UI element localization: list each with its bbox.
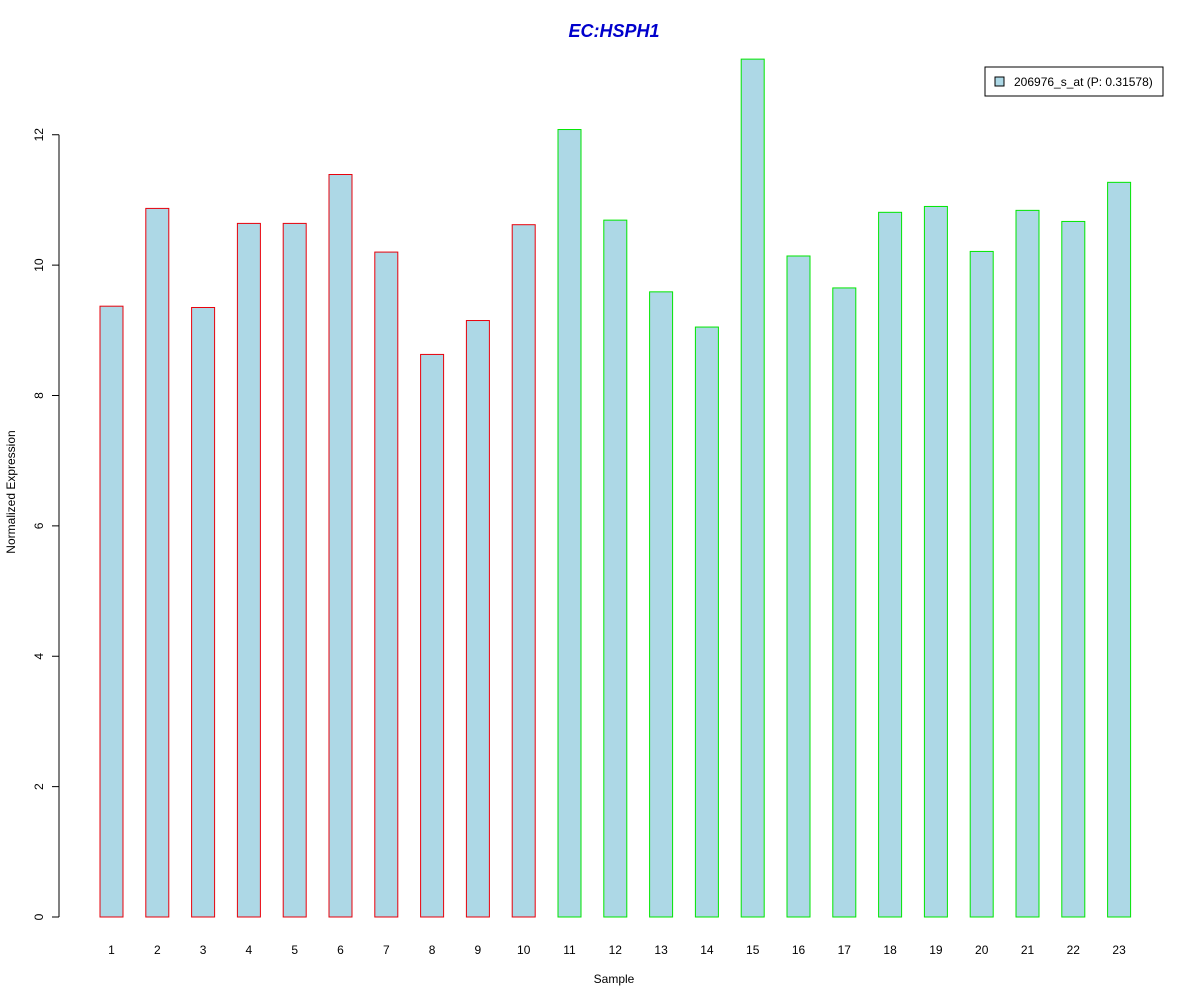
x-tick-label: 19 [929,943,943,957]
x-tick-label: 8 [429,943,436,957]
legend-box [984,66,1164,97]
x-tick-label: 11 [563,943,576,957]
y-tick-label: 10 [32,258,46,272]
x-tick-label: 21 [1021,943,1035,957]
x-tick-label: 22 [1067,943,1081,957]
y-tick-label: 0 [32,913,46,920]
bar-sample-15 [740,58,765,918]
chart-title: EC:HSPH1 [568,21,659,41]
bars [99,58,1132,918]
x-tick-label: 9 [475,943,482,957]
bar-sample-12 [603,219,628,918]
bar-sample-20 [969,250,994,918]
x-tick-label: 12 [609,943,623,957]
x-tick-label: 16 [792,943,806,957]
legend: 206976_s_at (P: 0.31578) [984,66,1164,97]
x-tick-label: 15 [746,943,760,957]
x-tick-label: 2 [154,943,161,957]
bar-sample-13 [649,291,674,918]
x-tick-label: 6 [337,943,344,957]
bar-sample-23 [1107,181,1132,918]
bar-sample-14 [694,326,719,918]
bar-sample-1 [99,305,124,918]
bar-sample-7 [374,251,399,918]
x-tick-label: 7 [383,943,390,957]
y-axis: 0 2 4 6 8 10 12 [32,128,60,920]
legend-swatch [994,76,1005,87]
x-tick-label: 23 [1112,943,1126,957]
x-tick-label: 13 [654,943,668,957]
bar-sample-5 [282,222,307,918]
bar-sample-2 [145,207,170,918]
x-tick-label: 10 [517,943,531,957]
bar-sample-11 [557,129,582,918]
bar-sample-3 [191,306,216,918]
bar-sample-22 [1061,220,1086,918]
x-tick-label: 1 [108,943,115,957]
y-tick-label: 4 [32,653,46,660]
bar-sample-8 [420,353,445,918]
y-tick-label: 6 [32,522,46,529]
bar-sample-4 [236,222,261,918]
x-tick-label: 4 [246,943,253,957]
y-tick-label: 8 [32,392,46,399]
x-tick-labels: 1 2 3 4 5 6 7 8 9 10 11 12 13 14 15 16 17 18 19 20 21 22 23 [108,943,1126,957]
y-tick-label: 2 [32,783,46,790]
x-tick-label: 20 [975,943,989,957]
x-tick-label: 17 [838,943,852,957]
y-axis-title: Normalized Expression [4,430,18,553]
x-tick-label: 5 [291,943,298,957]
x-tick-label: 3 [200,943,207,957]
bar-sample-10 [511,224,536,918]
legend-label: 206976_s_at (P: 0.31578) [1014,75,1153,89]
bar-sample-17 [832,287,857,918]
x-tick-label: 14 [700,943,714,957]
bar-sample-19 [923,205,948,918]
x-tick-label: 18 [883,943,897,957]
bar-sample-6 [328,174,353,918]
bar-sample-18 [878,211,903,918]
bar-sample-16 [786,255,811,918]
x-axis-title: Sample [594,972,635,986]
y-tick-label: 12 [32,128,46,142]
bar-sample-21 [1015,209,1040,918]
bar-sample-9 [465,320,490,918]
